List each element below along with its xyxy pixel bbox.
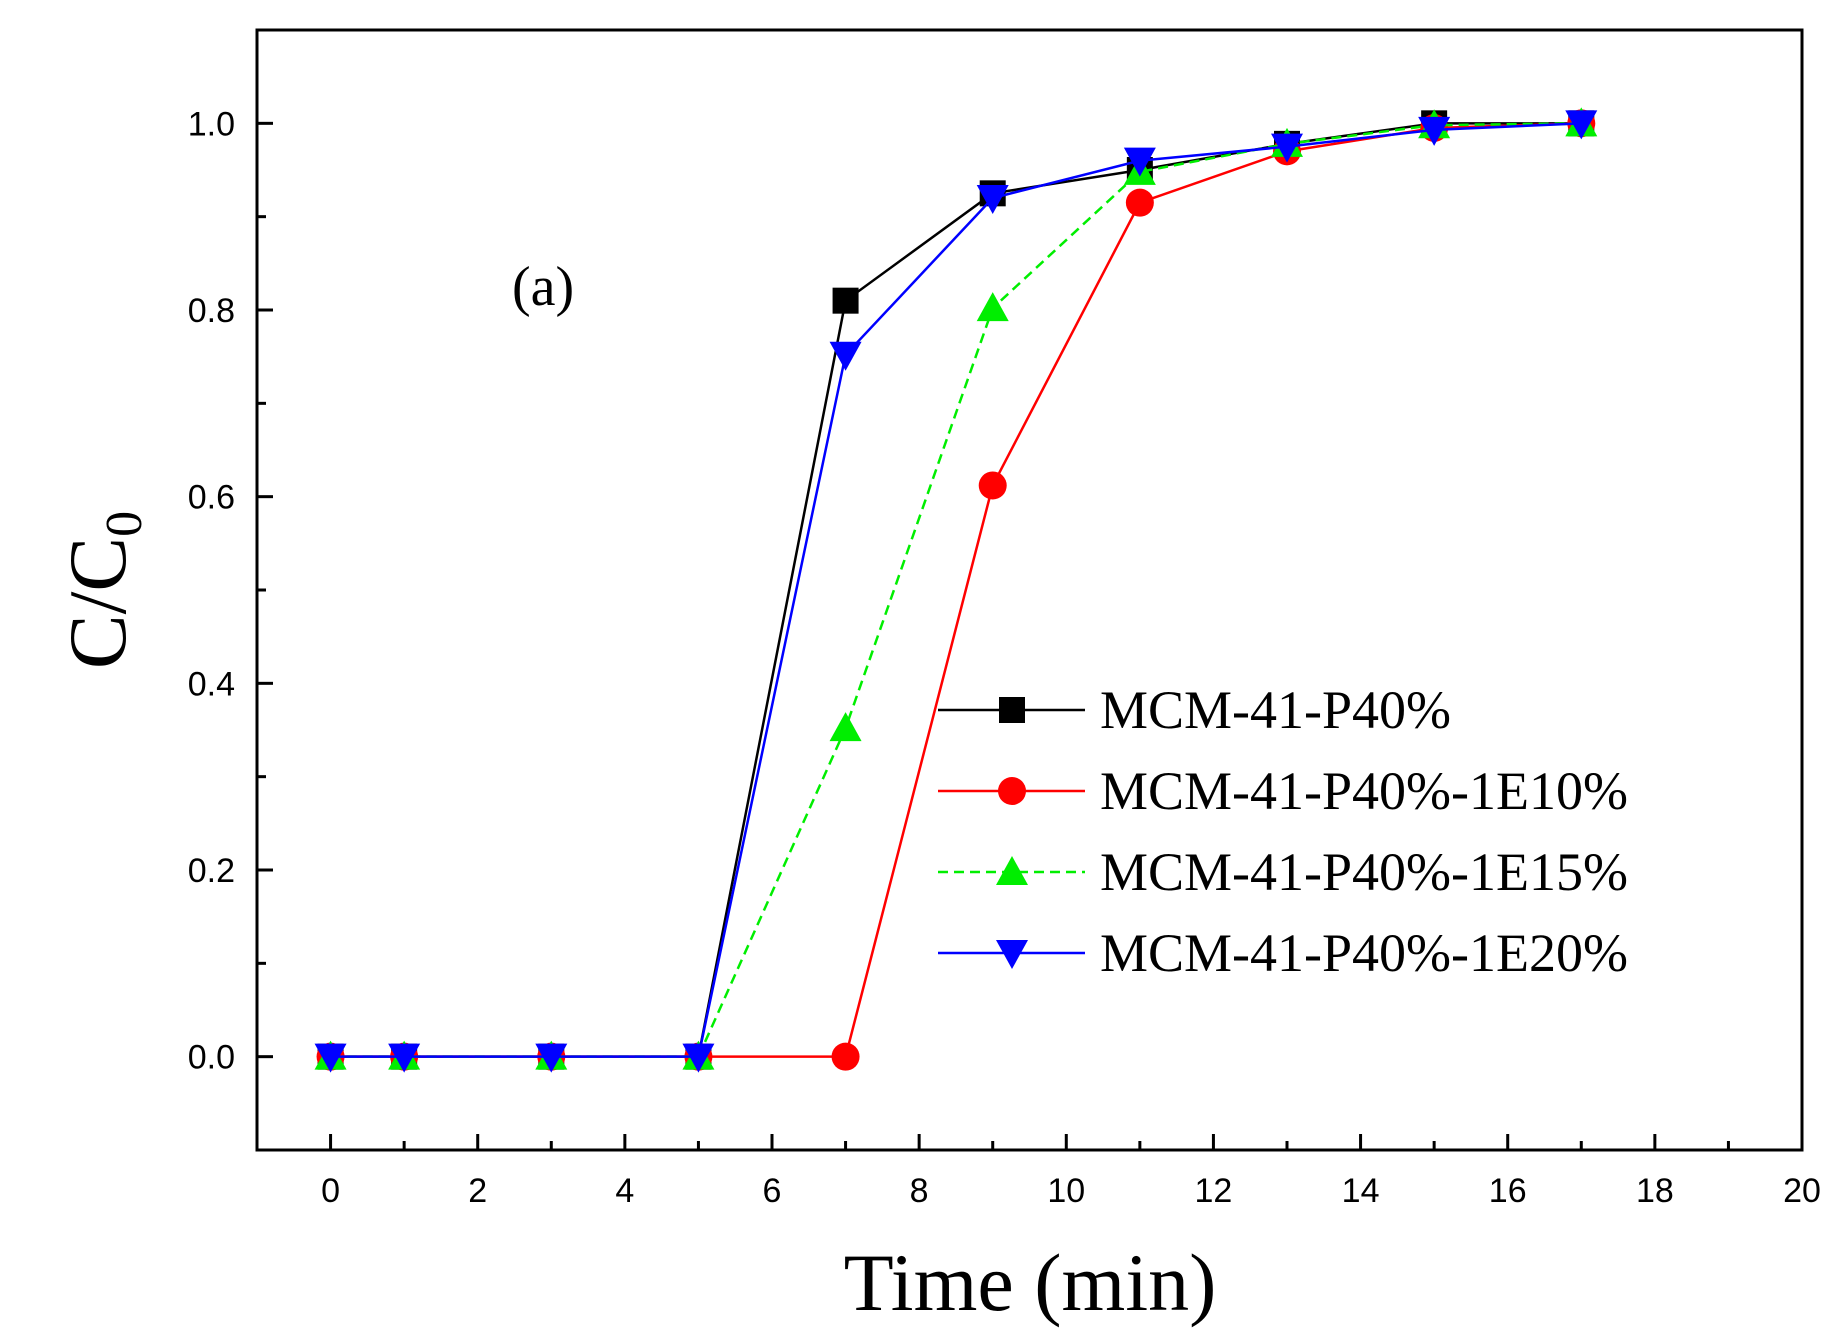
x-tick-label: 16 (1489, 1172, 1527, 1210)
x-tick-label: 2 (468, 1172, 487, 1210)
legend: MCM-41-P40% MCM-41-P40%-1E10% MCM-41-P40%-… (938, 680, 1628, 983)
data-point (976, 292, 1009, 322)
x-tick-label: 0 (321, 1172, 340, 1210)
legend-item: MCM-41-P40% (938, 680, 1451, 740)
data-point (832, 287, 859, 314)
x-tick-label: 20 (1783, 1172, 1821, 1210)
y-axis-title-main: C/C (52, 537, 143, 669)
x-axis: 0 2 4 6 8 10 12 14 16 18 20 (321, 1134, 1821, 1210)
y-tick-label: 0.6 (188, 479, 235, 517)
legend-item: MCM-41-P40%-1E20% (938, 923, 1628, 983)
legend-item: MCM-41-P40%-1E10% (938, 761, 1628, 821)
x-tick-label: 8 (910, 1172, 929, 1210)
data-point (682, 1043, 715, 1073)
legend-marker (996, 940, 1028, 969)
legend-label: MCM-41-P40%-1E10% (1100, 761, 1628, 821)
data-point (1565, 110, 1598, 140)
svg-text:C/C0: C/C0 (52, 511, 153, 669)
data-point (388, 1043, 421, 1073)
series-line (330, 122, 1582, 1058)
y-tick-label: 0.0 (188, 1039, 235, 1077)
y-tick-label: 0.8 (188, 292, 235, 330)
y-axis-title-subscript: 0 (96, 511, 153, 537)
x-tick-label: 4 (615, 1172, 634, 1210)
x-tick-label: 10 (1047, 1172, 1085, 1210)
legend-marker (998, 777, 1026, 805)
y-axis: 0.0 0.2 0.4 0.6 0.8 1.0 (188, 28, 273, 1077)
y-tick-label: 1.0 (188, 105, 235, 143)
legend-marker (996, 856, 1028, 885)
legend-item: MCM-41-P40%-1E15% (938, 842, 1628, 902)
x-tick-label: 14 (1342, 1172, 1380, 1210)
x-tick-label: 18 (1636, 1172, 1674, 1210)
x-axis-title: Time (min) (844, 1237, 1217, 1328)
y-tick-label: 0.2 (188, 852, 235, 890)
legend-label: MCM-41-P40%-1E20% (1100, 923, 1628, 983)
series-layer (314, 107, 1598, 1073)
data-point (829, 341, 862, 371)
legend-marker (999, 697, 1025, 723)
data-point (976, 185, 1009, 214)
y-tick-label: 0.4 (188, 665, 235, 703)
data-point (1271, 133, 1303, 163)
series-4 (314, 110, 1598, 1073)
data-point (978, 471, 1007, 500)
data-point (831, 1042, 860, 1071)
y-axis-title: C/C0 (52, 511, 153, 669)
legend-label: MCM-41-P40% (1100, 680, 1451, 740)
x-tick-label: 6 (763, 1172, 782, 1210)
data-point (535, 1043, 568, 1073)
data-point (1123, 147, 1156, 177)
data-point (1418, 116, 1451, 146)
x-tick-label: 12 (1195, 1172, 1233, 1210)
data-point (1125, 188, 1154, 217)
data-point (829, 712, 862, 742)
legend-label: MCM-41-P40%-1E15% (1100, 842, 1628, 902)
data-point (314, 1043, 347, 1073)
annotation-label: (a) (512, 256, 574, 318)
